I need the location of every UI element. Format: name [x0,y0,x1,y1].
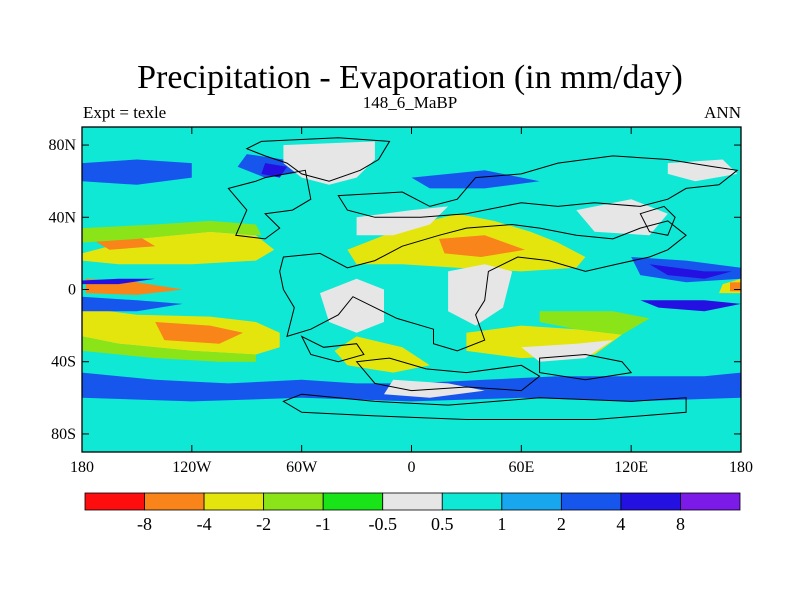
region-near-zero [521,340,613,362]
colorbar-label: 4 [616,514,625,534]
colorbar-swatch [501,492,562,511]
map-axes: 180 120W 60W 0 60E 120E 180 80N 40N 0 40S 80S [48,127,753,476]
colorbar-swatch [620,492,681,511]
colorbar: -8 -4 -2 -1 -0.5 0.5 1 2 4 8 [84,492,741,534]
land-outline [337,155,739,218]
experiment-label: Expt = texle [83,103,166,122]
region-very-dry [155,322,244,344]
region-very-wet [261,163,287,178]
region-wet [411,170,540,189]
land-outline [227,169,312,240]
region-near-zero [356,206,449,236]
y-tick-label: 40N [48,209,76,226]
colorbar-swatch [680,492,741,511]
colorbar-swatch [263,492,324,511]
y-tick-label: 0 [68,282,76,299]
colorbar-label: -8 [137,514,152,534]
x-tick-label: 60W [286,459,318,476]
region-very-wet [649,264,732,279]
colorbar-swatch [441,492,503,511]
period-label: 148_6_MaBP [363,93,457,112]
colorbar-swatch [382,492,443,511]
colorbar-label: 0.5 [431,514,454,534]
x-tick-label: 120W [172,459,212,476]
colorbar-swatch [144,492,205,511]
region-near-zero [448,264,513,326]
colorbar-label: -2 [256,514,271,534]
region-very-wet [640,300,741,312]
x-tick-label: 120E [614,459,648,476]
land-outline [355,357,541,392]
land-outline [245,137,391,182]
land-outline [282,393,687,420]
colorbar-swatch [560,492,622,511]
colorbar-label: 8 [676,514,685,534]
colorbar-label: 1 [497,514,506,534]
x-tick-label: 0 [408,459,416,476]
colorbar-swatch [84,492,145,511]
colorbar-swatch [203,492,265,511]
region-near-zero [667,159,738,182]
map-field [82,127,741,452]
region-near-zero [320,278,384,333]
region-near-zero [576,199,668,236]
region-moderately-dry [82,220,262,243]
land-outline [639,205,676,236]
colorbar-label: -1 [316,514,331,534]
region-very-dry [439,235,525,257]
x-tick-label: 60E [508,459,534,476]
region-moderately-dry [82,336,256,362]
land-outline [539,353,633,381]
y-tick-label: 80S [51,426,76,443]
x-tick-label: 180 [70,459,94,476]
region-wet [82,296,183,312]
colorbar-label: -4 [197,514,212,534]
land-outline [279,220,687,352]
x-tick-label: 180 [729,459,753,476]
colorbar-label: -0.5 [368,514,397,534]
region-dry-subtropics [82,231,275,265]
region-wet [82,159,192,185]
region-very-wet [82,278,156,285]
coastline-outlines [227,137,739,420]
season-label: ANN [704,103,741,122]
region-moderately-dry [539,311,650,335]
chart-title: Precipitation - Evaporation (in mm/day) [137,59,683,96]
y-tick-label: 40S [51,354,76,371]
colorbar-label: 2 [557,514,566,534]
colorbar-swatch [322,492,384,511]
y-tick-label: 80N [48,137,76,154]
land-outline [300,335,365,363]
